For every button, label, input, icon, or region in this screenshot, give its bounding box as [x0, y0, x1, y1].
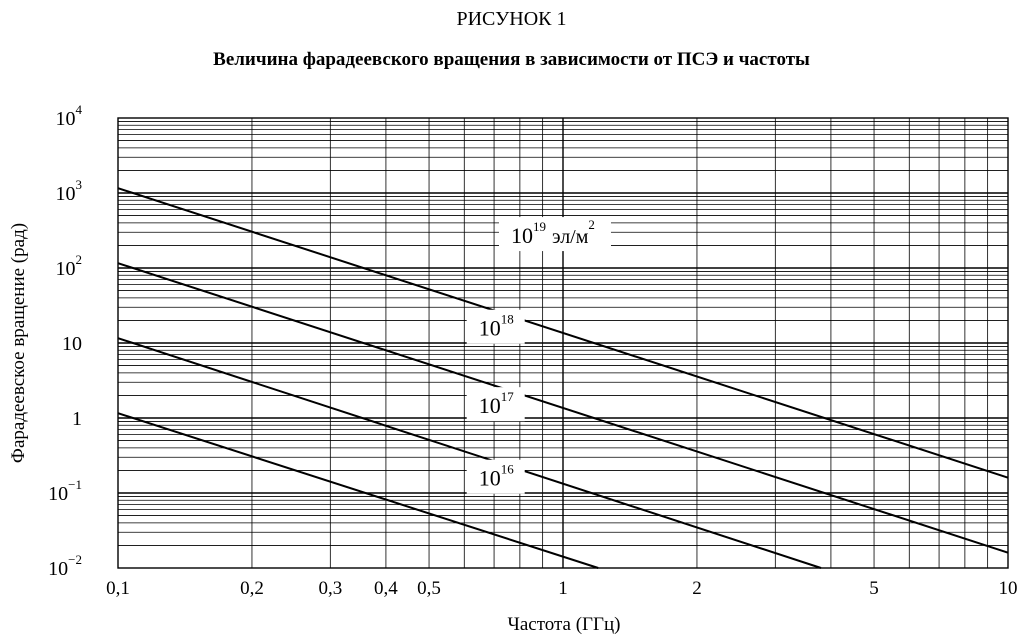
y-tick-label: 10−2 [48, 552, 82, 580]
figure-number: РИСУНОК 1 [456, 8, 567, 30]
y-tick-label: 1 [72, 408, 82, 430]
series-label-18: 1018 [479, 312, 514, 341]
x-axis-label: Частота (ГГц) [507, 614, 620, 635]
x-tick-label: 1 [558, 578, 568, 599]
x-tick-label: 10 [999, 578, 1018, 599]
series-labels: 1019 эл/м2 1018 1017 1016 [466, 217, 611, 494]
x-tick-label: 0,5 [417, 578, 441, 599]
grid [117, 117, 1009, 569]
y-tick-label: 104 [56, 102, 83, 130]
tick-labels: 0,1 0,2 0,3 0,4 0,5 1 2 5 10 10−2 10−1 1 10 102 103 104 [48, 102, 1017, 599]
series-line-18 [117, 262, 1009, 554]
y-tick-label: 10−1 [48, 477, 82, 505]
y-tick-label: 103 [56, 177, 83, 205]
series-label-19: 1019 эл/м2 [511, 217, 595, 248]
x-tick-label: 0,1 [106, 578, 130, 599]
chart-title: Величина фарадеевского вращения в зависи… [213, 49, 810, 70]
x-tick-label: 2 [692, 578, 702, 599]
series-line-16 [117, 412, 599, 569]
x-tick-label: 0,2 [240, 578, 264, 599]
y-tick-label: 102 [56, 252, 83, 280]
series-label-bg [466, 387, 525, 422]
series-label-bg [466, 309, 525, 344]
series-label-bg [466, 459, 525, 494]
series-label-17: 1017 [479, 389, 514, 418]
x-tick-label: 0,3 [318, 578, 342, 599]
x-tick-label: 5 [869, 578, 879, 599]
y-tick-label: 10 [62, 333, 82, 355]
series-label-16: 1016 [479, 462, 514, 491]
series-line-19 [117, 187, 1009, 479]
series-label-bg [498, 217, 611, 252]
series-lines [117, 187, 1009, 569]
y-axis-label: Фарадеевское вращение (рад) [8, 223, 29, 463]
x-tick-label: 0,4 [374, 578, 398, 599]
series-line-17 [117, 337, 822, 569]
